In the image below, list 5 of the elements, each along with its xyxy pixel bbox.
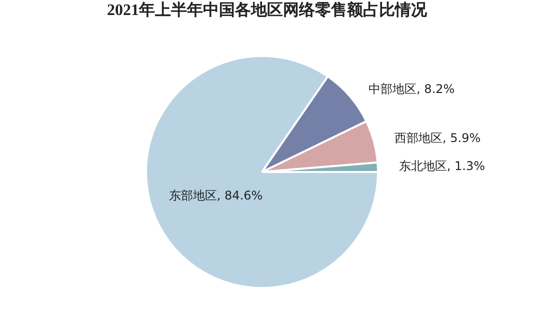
slice-label: 西部地区, 5.9% [394, 130, 481, 145]
slice-label: 东北地区, 1.3% [398, 158, 486, 173]
chart-title: 2021年上半年中国各地区网络零售额占比情况 [106, 0, 428, 21]
slice-label: 中部地区, 8.2% [368, 82, 455, 96]
slice-label: 东部地区, 84.6% [168, 188, 263, 202]
